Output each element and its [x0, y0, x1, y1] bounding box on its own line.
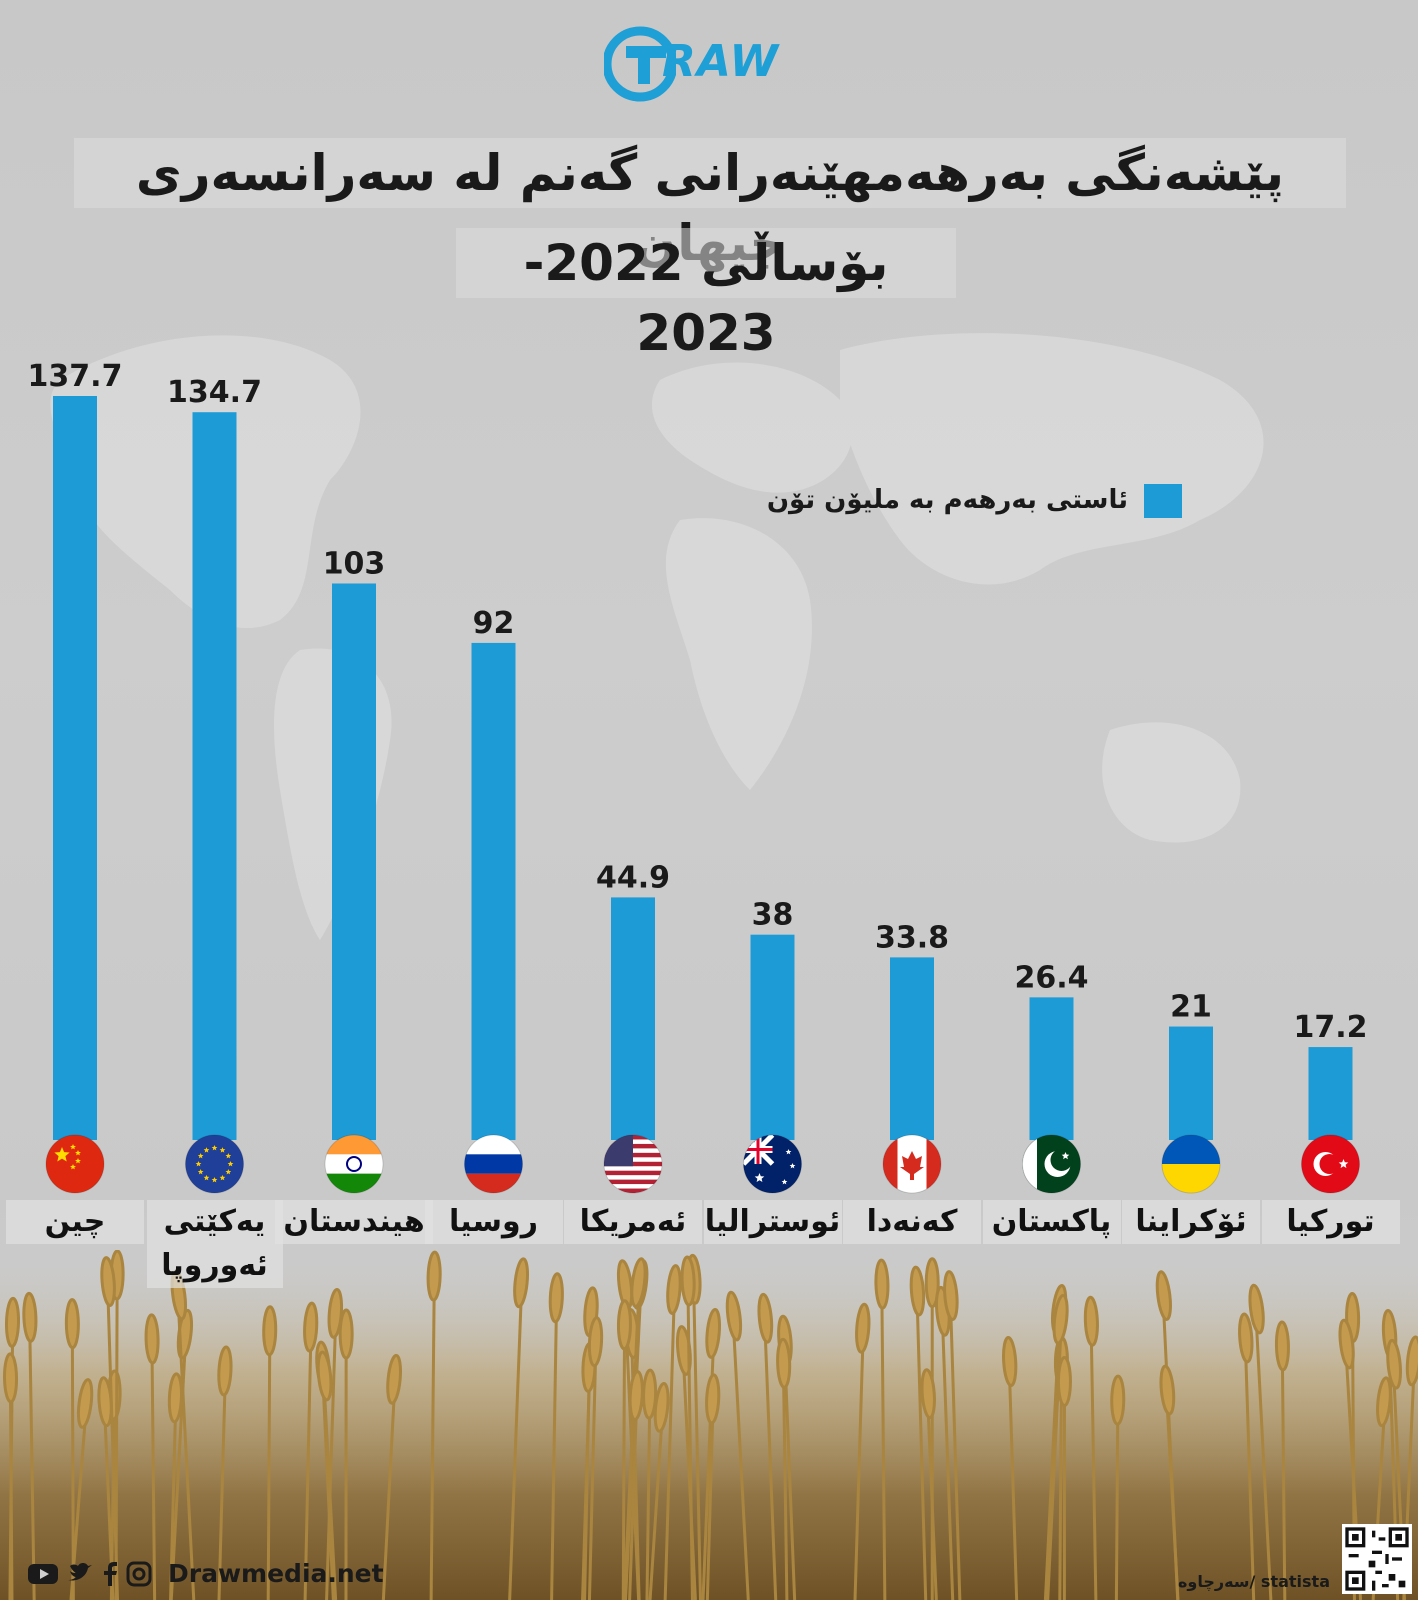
draw-logo-icon [604, 26, 676, 102]
facebook-icon[interactable] [104, 1562, 117, 1586]
qr-code [1342, 1524, 1412, 1594]
value-label-9: 17.2 [1293, 1010, 1367, 1045]
value-label-3: 92 [473, 606, 515, 641]
bar-chart: 137.7 134.7 103 92 44.9 38 33.8 26.4 21 17.2 [28, 359, 1368, 1194]
source-note: سەرچاوە/ statista [1177, 1572, 1330, 1591]
ukraine-flag-icon [1161, 1134, 1221, 1194]
world-map-background [50, 333, 1264, 940]
value-label-0: 137.7 [28, 359, 123, 394]
australia-flag-icon [743, 1134, 802, 1194]
category-label-8: ئۆکراینا [1122, 1200, 1260, 1244]
instagram-icon[interactable] [126, 1561, 152, 1587]
legend: ئاستی بەرهەم بە ملیۆن تۆن [700, 480, 1190, 524]
china-flag-icon [45, 1134, 105, 1194]
draw-logo: RAW [604, 24, 814, 104]
category-label-1: یەکێتی ئەوروپا [146, 1200, 283, 1288]
value-label-8: 21 [1170, 990, 1212, 1025]
value-label-2: 103 [323, 546, 386, 581]
category-label-5: ئوستراليا [703, 1200, 842, 1244]
wheat-field-image [0, 1250, 1418, 1600]
logo-wordmark: RAW [662, 36, 780, 87]
bar-1 [192, 412, 237, 1141]
category-label-3: روسیا [424, 1200, 563, 1244]
eu-flag-icon [185, 1134, 244, 1194]
category-label-2: هیندستان [275, 1200, 433, 1244]
category-label-4: ئەمریکا [564, 1200, 702, 1244]
bar-4 [611, 897, 655, 1140]
twitter-icon[interactable] [68, 1563, 92, 1581]
bar-0 [53, 396, 97, 1140]
legend-swatch [1144, 484, 1182, 518]
youtube-icon[interactable] [28, 1564, 58, 1584]
india-flag-icon [324, 1134, 384, 1194]
category-label-9: تورکیا [1261, 1200, 1400, 1244]
chart-subtitle: بۆساڵی 2022-2023 [456, 228, 956, 362]
category-label-7: پاکستان [982, 1200, 1121, 1244]
usa-flag-icon [603, 1134, 663, 1194]
social-icons [28, 1561, 152, 1587]
category-label-6: کەنەدا [843, 1200, 981, 1244]
value-label-5: 38 [752, 898, 794, 933]
value-label-4: 44.9 [596, 860, 670, 895]
value-label-6: 33.8 [875, 920, 949, 955]
canada-flag-icon [882, 1134, 942, 1194]
legend-label: ئاستی بەرهەم بە ملیۆن تۆن [766, 485, 1128, 515]
russia-flag-icon [464, 1134, 523, 1194]
bar-9 [1308, 1047, 1353, 1140]
bar-5 [750, 934, 795, 1140]
bar-7 [1029, 997, 1074, 1140]
bar-6 [890, 957, 934, 1140]
value-label-7: 26.4 [1014, 960, 1088, 995]
pakistan-flag-icon [1022, 1134, 1081, 1194]
bar-2 [332, 583, 376, 1140]
bar-3 [471, 642, 516, 1140]
category-label-0: چین [6, 1200, 144, 1244]
website-link[interactable]: Drawmedia.net [168, 1559, 384, 1588]
bar-8 [1169, 1026, 1213, 1140]
value-label-1: 134.7 [167, 375, 262, 410]
turkey-flag-icon [1301, 1134, 1360, 1194]
